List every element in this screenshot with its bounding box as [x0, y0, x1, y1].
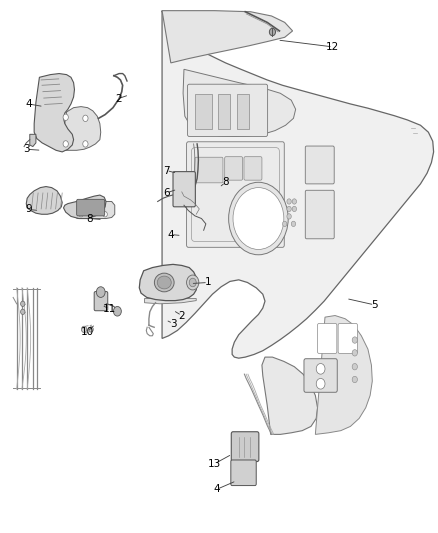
Text: 5: 5	[371, 300, 378, 310]
Circle shape	[21, 309, 25, 314]
Polygon shape	[162, 11, 434, 358]
FancyBboxPatch shape	[195, 157, 223, 183]
Text: 2: 2	[115, 94, 122, 103]
Text: 9: 9	[25, 205, 32, 214]
Text: 8: 8	[86, 214, 93, 223]
Polygon shape	[262, 357, 318, 434]
Circle shape	[352, 350, 357, 356]
Circle shape	[83, 115, 88, 122]
FancyBboxPatch shape	[187, 142, 284, 247]
Circle shape	[81, 326, 87, 333]
Circle shape	[96, 287, 105, 297]
Text: 3: 3	[170, 319, 177, 328]
Ellipse shape	[154, 273, 174, 292]
Polygon shape	[64, 195, 106, 219]
Circle shape	[103, 212, 107, 217]
Circle shape	[113, 306, 121, 316]
Polygon shape	[183, 69, 296, 136]
Text: 7: 7	[163, 166, 170, 175]
Circle shape	[229, 182, 288, 255]
Circle shape	[283, 221, 287, 227]
FancyBboxPatch shape	[77, 199, 105, 216]
Text: 8: 8	[222, 177, 229, 187]
Text: 4: 4	[213, 484, 220, 494]
FancyBboxPatch shape	[244, 157, 262, 180]
Circle shape	[316, 378, 325, 389]
Circle shape	[352, 337, 357, 343]
Polygon shape	[77, 201, 115, 219]
Text: 4: 4	[167, 230, 174, 239]
Polygon shape	[145, 298, 196, 304]
Circle shape	[287, 199, 291, 204]
Ellipse shape	[157, 276, 171, 289]
Text: 1: 1	[205, 278, 212, 287]
Text: 10: 10	[81, 327, 94, 336]
FancyBboxPatch shape	[231, 432, 259, 462]
Bar	[195, 94, 212, 129]
Polygon shape	[30, 134, 36, 147]
Polygon shape	[315, 316, 372, 434]
FancyBboxPatch shape	[187, 84, 268, 136]
Circle shape	[83, 141, 88, 147]
Circle shape	[352, 376, 357, 383]
Text: 6: 6	[163, 188, 170, 198]
FancyBboxPatch shape	[318, 324, 337, 353]
Circle shape	[292, 206, 297, 212]
Circle shape	[291, 221, 296, 227]
FancyBboxPatch shape	[231, 460, 256, 486]
Polygon shape	[26, 187, 62, 214]
Circle shape	[316, 364, 325, 374]
Circle shape	[89, 327, 93, 332]
Bar	[237, 94, 249, 129]
Circle shape	[233, 188, 284, 249]
Bar	[218, 94, 230, 129]
Circle shape	[269, 28, 276, 36]
Circle shape	[63, 141, 68, 147]
Polygon shape	[139, 264, 197, 301]
Polygon shape	[60, 107, 101, 150]
Circle shape	[352, 364, 357, 370]
FancyBboxPatch shape	[338, 324, 357, 353]
Circle shape	[189, 278, 196, 287]
FancyBboxPatch shape	[173, 172, 195, 207]
Text: 3: 3	[23, 144, 30, 154]
Text: 2: 2	[178, 311, 185, 320]
Circle shape	[63, 114, 68, 120]
FancyBboxPatch shape	[94, 292, 108, 311]
Text: 11: 11	[103, 304, 116, 314]
Circle shape	[79, 212, 83, 217]
Circle shape	[287, 214, 291, 219]
Polygon shape	[34, 74, 74, 152]
Text: 4: 4	[25, 99, 32, 109]
Text: 13: 13	[208, 459, 221, 469]
FancyBboxPatch shape	[225, 157, 243, 180]
Text: 12: 12	[326, 42, 339, 52]
Circle shape	[287, 206, 291, 212]
Polygon shape	[162, 11, 293, 63]
FancyBboxPatch shape	[305, 146, 334, 184]
Circle shape	[21, 301, 25, 306]
Circle shape	[187, 275, 199, 290]
Circle shape	[292, 199, 297, 204]
FancyBboxPatch shape	[304, 359, 337, 392]
FancyBboxPatch shape	[305, 190, 334, 239]
